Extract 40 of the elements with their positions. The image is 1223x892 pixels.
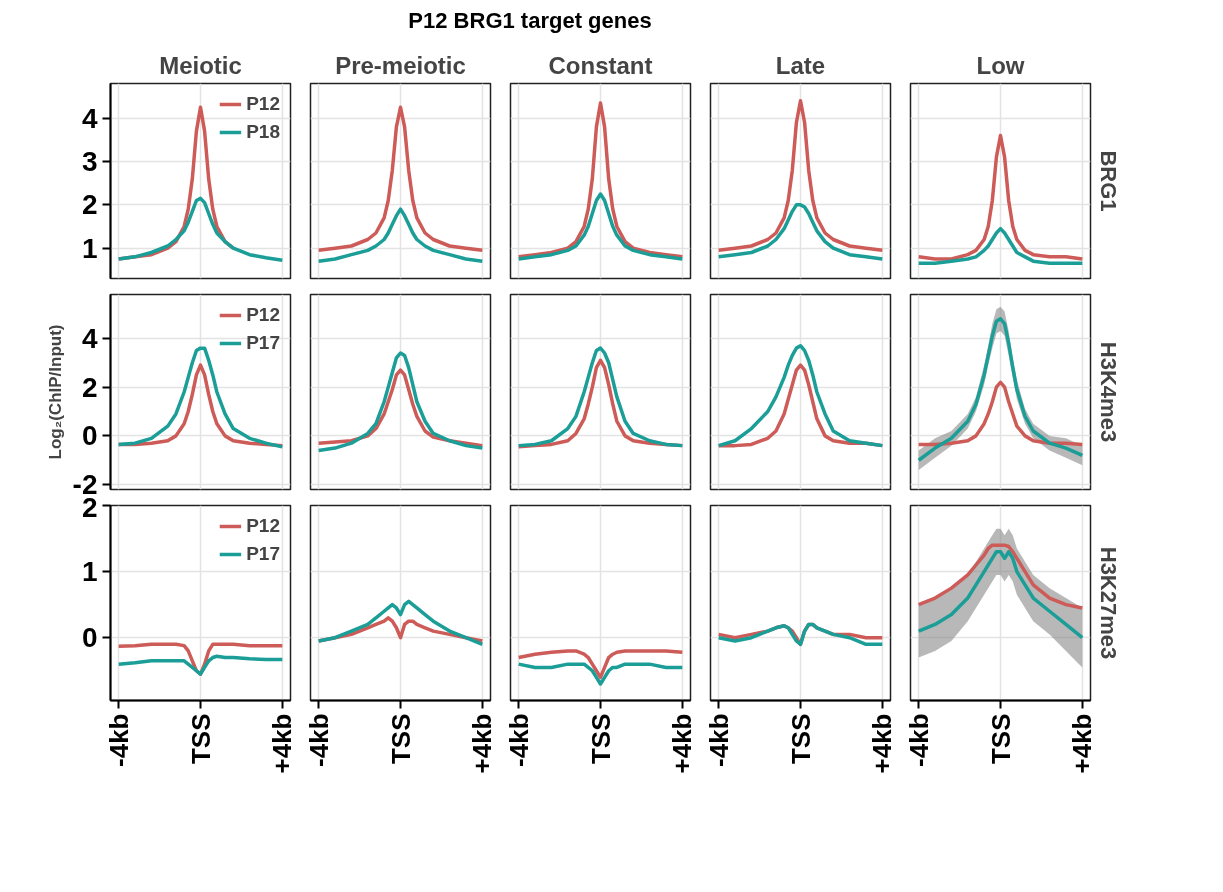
y-tick-label: 0 [81,420,98,452]
chart-title: Meiotic [159,51,242,79]
text: P12 BRG1 target genes [407,7,653,35]
x-tick-label: TSS [585,713,616,765]
y2-axis-title: H3K27me3 [1095,546,1121,660]
x-tick-label: -4kb [903,713,934,767]
legend-label: P17 [246,332,280,354]
y-axis-title: Log₂(ChIP/Input) [45,324,65,460]
y-tick-label: 2 [81,371,98,403]
x-tick-label: +4kb [667,713,698,774]
y-tick-label: 4 [81,322,98,354]
y2-axis-title: BRG1 [1095,150,1121,212]
legend-label: P18 [246,121,280,143]
x-tick-label: +4kb [1067,713,1098,774]
legend-label: P17 [246,543,280,565]
legend-label: P12 [246,515,280,537]
y-tick-label: 1 [81,232,98,264]
legend-label: P12 [246,304,280,326]
x-tick-label: +4kb [867,713,898,774]
y-tick-label: 0 [81,622,98,654]
chart-title: Low [976,51,1025,79]
chart-title: Late [775,51,826,79]
x-tick-label: +4kb [267,713,298,774]
x-tick-label: -4kb [503,713,534,767]
x-tick-label: TSS [185,713,216,765]
y-tick-label: 2 [81,189,98,221]
chart-title: Constant [548,51,653,79]
x-tick-label: -4kb [703,713,734,767]
x-tick-label: TSS [385,713,416,765]
x-tick-label: -4kb [103,713,134,767]
x-tick-label: TSS [985,713,1016,765]
y-tick-label: 3 [81,146,98,177]
x-tick-label: +4kb [467,713,498,774]
y-tick-label: 4 [81,102,98,134]
x-tick-label: TSS [785,713,816,765]
y2-axis-title: H3K4me3 [1095,341,1121,443]
legend-label: P12 [246,93,280,115]
x-tick-label: -4kb [303,713,334,767]
y-tick-label: 1 [81,556,98,588]
chart-title: Pre-meiotic [335,51,466,79]
